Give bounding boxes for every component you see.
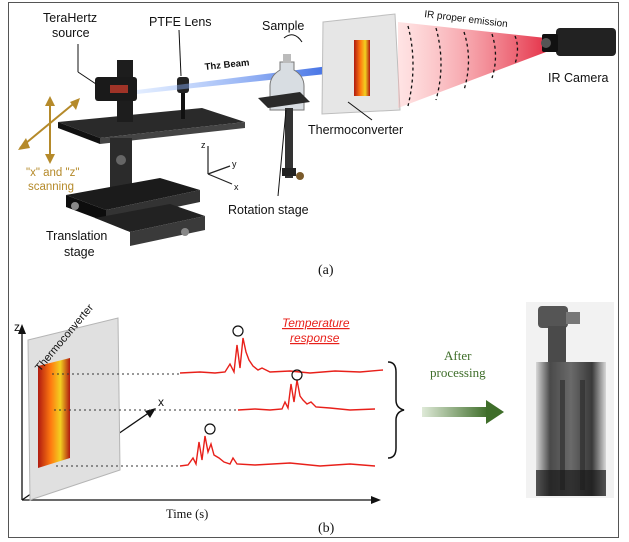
sample-label: Sample [262,19,304,33]
ir-emission-cone [398,22,546,108]
processing-arrow [422,400,504,424]
rotation-label: Rotation stage [228,203,309,217]
source-label-2: source [52,26,90,40]
scan-arrows [18,96,80,164]
response-label-2: response [290,331,340,345]
peak-marker-2 [291,369,303,381]
axis-z-label: z [14,320,20,334]
response-trace-3 [179,435,376,467]
response-label-1: Temperature [282,316,350,330]
hot-spot [354,40,370,96]
scan-label-1: "x" and "z" [26,167,79,179]
panel-a: TeraHertz source PTFE Lens Thz Beam Samp… [18,9,616,278]
peak-marker-1 [232,325,244,337]
triad-x-label: x [234,182,239,192]
axis-x-label: x [158,395,164,409]
scan-label-2: scanning [28,181,74,193]
camera-label: IR Camera [548,71,608,85]
thermoconverter-label-a: Thermoconverter [308,123,403,137]
grouping-brace [387,361,405,459]
translation-stage [66,178,200,210]
hot-spot-b [38,358,70,468]
after-label-2: processing [430,365,486,380]
after-label-1: After [444,348,472,363]
peak-marker-3 [204,423,216,435]
time-label: Time (s) [166,507,208,521]
response-trace-2 [237,379,376,411]
beam-label: Thz Beam [204,57,250,73]
optical-table [58,108,245,138]
wavefronts [407,25,519,107]
caption-b: (b) [318,521,335,536]
response-traces [179,337,384,467]
triad-y-label: y [232,159,237,169]
guide-lines [52,373,238,467]
lens-label: PTFE Lens [149,15,212,29]
translation-label-2: stage [64,245,95,259]
figure-frame [8,2,619,538]
source-label-1: TeraHertz [43,11,97,25]
ir-camera [541,28,616,56]
rotation-platform [258,92,310,108]
peak-markers [204,325,303,435]
caption-a: (a) [318,263,334,278]
pointer-lines [77,29,373,197]
response-trace-1 [179,337,384,375]
processed-image [526,302,614,498]
panel-b: z x Time (s) Thermoconverter Temperature… [14,302,614,536]
axes-triad [207,146,233,185]
rotation-post [285,108,293,178]
thermoconverter-a [321,13,401,115]
translation-label-1: Translation [46,229,107,243]
thermoconverter-b [27,317,121,501]
triad-z-label: z [201,140,206,150]
